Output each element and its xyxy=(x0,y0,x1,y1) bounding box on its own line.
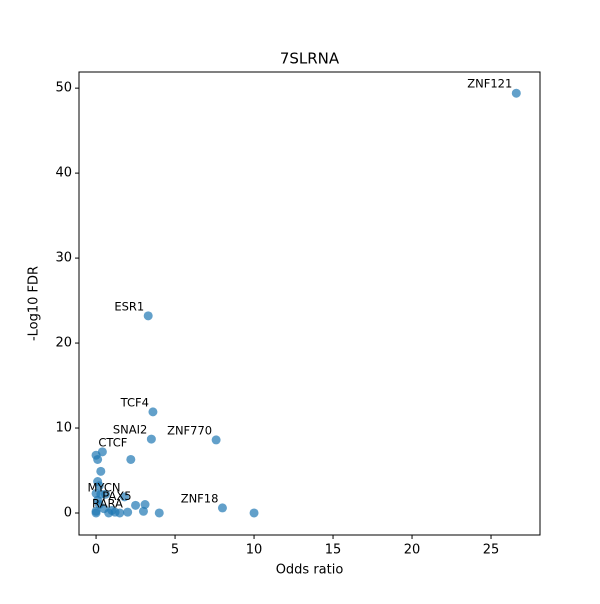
annotation: ESR1 xyxy=(114,299,144,313)
point xyxy=(123,507,133,517)
y-tick-label: 30 xyxy=(55,251,72,266)
point xyxy=(104,508,114,518)
point xyxy=(146,434,156,444)
plot-frame xyxy=(78,71,541,536)
annotation: MYCN xyxy=(88,480,121,494)
point xyxy=(91,508,101,518)
x-tick-label: 25 xyxy=(483,543,500,558)
annotation: ZNF121 xyxy=(467,77,512,91)
x-tick-label: 15 xyxy=(325,543,342,558)
y-tick-label: 0 xyxy=(64,505,72,520)
annotation: SNAI2 xyxy=(113,423,147,437)
point xyxy=(101,489,111,499)
x-tick-label: 20 xyxy=(404,543,421,558)
point xyxy=(154,508,164,518)
point xyxy=(93,454,103,464)
point xyxy=(96,466,106,476)
y-tick-label: 40 xyxy=(55,166,72,181)
y-tick-label: 50 xyxy=(55,81,72,96)
annotation: RARA xyxy=(92,496,123,510)
point xyxy=(138,506,148,516)
point xyxy=(140,499,150,509)
y-tick-label: 20 xyxy=(55,336,72,351)
point xyxy=(94,481,104,491)
point xyxy=(119,492,129,502)
x-tick-label: 5 xyxy=(171,543,179,558)
annotation: ZNF18 xyxy=(181,491,219,505)
point xyxy=(126,454,136,464)
point xyxy=(93,495,103,505)
point xyxy=(211,435,221,445)
annotation: TCF4 xyxy=(120,395,149,409)
y-axis-label: -Log10 FDR xyxy=(27,266,42,341)
y-tick-label: 10 xyxy=(55,421,72,436)
point xyxy=(217,503,227,513)
annotation: ZNF770 xyxy=(167,423,212,437)
point xyxy=(131,500,141,510)
x-tick-label: 10 xyxy=(246,543,263,558)
point xyxy=(148,407,158,417)
point xyxy=(511,88,521,98)
chart-title: 7SLRNA xyxy=(280,50,340,68)
x-axis-label: Odds ratio xyxy=(276,563,344,578)
point xyxy=(143,311,153,321)
annotation: CTCF xyxy=(98,435,127,449)
point xyxy=(249,508,259,518)
x-tick-label: 0 xyxy=(92,543,100,558)
annotation: PAX5 xyxy=(102,489,131,503)
